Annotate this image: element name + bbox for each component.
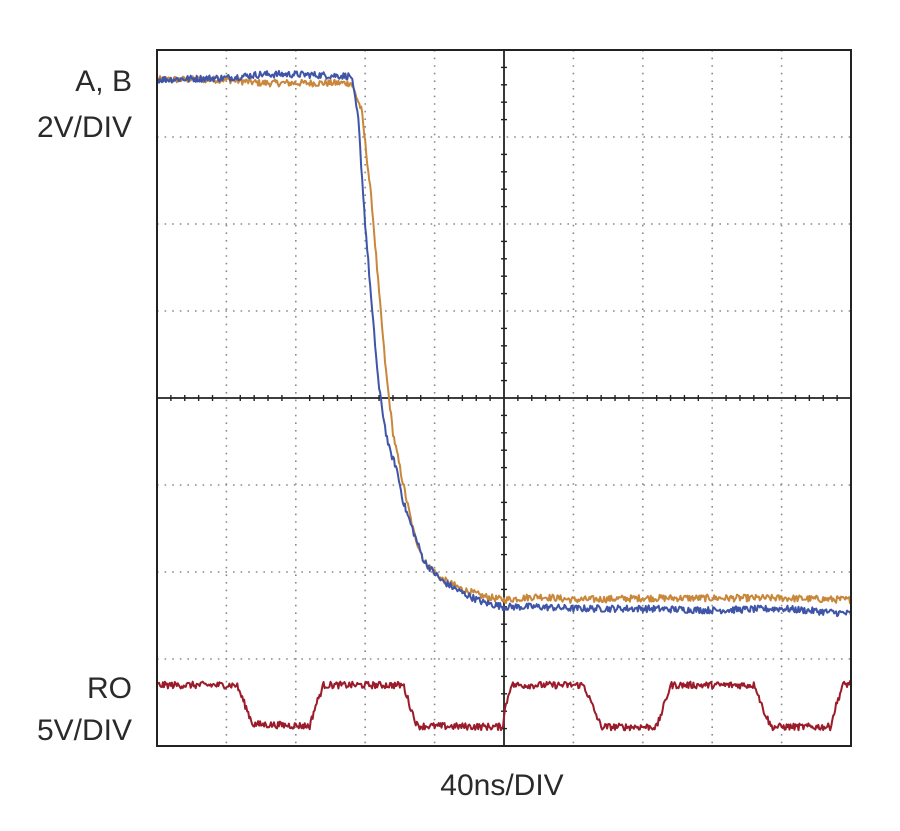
trace-b <box>156 70 852 618</box>
top-channel-scale: 2V/DIV <box>36 111 132 144</box>
grid <box>157 50 851 746</box>
trace-a <box>156 75 852 605</box>
trace-ro <box>156 680 852 732</box>
time-scale-label: 40ns/DIV <box>440 769 564 802</box>
bottom-channel-name: RO <box>87 672 132 705</box>
top-channel-name: A, B <box>75 65 132 98</box>
traces <box>156 70 852 732</box>
plot-frame <box>156 49 852 747</box>
bottom-channel-scale: 5V/DIV <box>36 714 132 747</box>
